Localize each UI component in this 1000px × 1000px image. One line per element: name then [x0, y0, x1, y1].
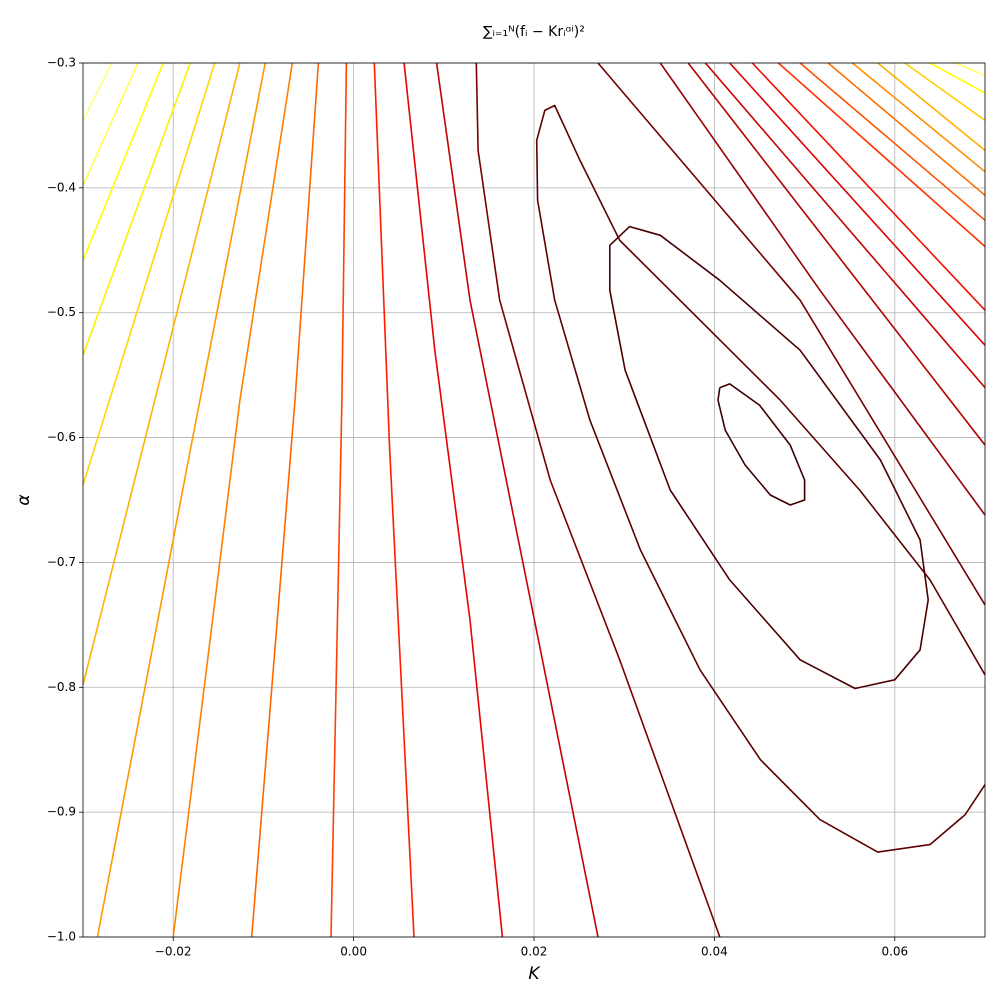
x-axis-label: K — [528, 964, 541, 984]
contour-line — [83, 63, 192, 356]
contour-line — [751, 63, 985, 311]
contour-line — [83, 63, 216, 486]
contour-line — [877, 63, 985, 152]
chart-title: ∑ᵢ₌₁ᴺ(fᵢ − Krᵢᵅⁱ)² — [483, 24, 585, 40]
y-tick-label: −0.3 — [47, 56, 76, 70]
contour-line — [777, 63, 985, 248]
contour-line — [597, 63, 985, 606]
y-axis-label: α — [14, 494, 34, 505]
contour-line — [373, 63, 415, 937]
x-tick-label: 0.06 — [881, 945, 908, 959]
contour-line — [851, 63, 985, 173]
y-tick-label: −0.6 — [47, 430, 76, 444]
contour-line — [929, 63, 985, 94]
y-tick-label: −0.9 — [47, 805, 76, 819]
y-tick-label: −0.5 — [47, 305, 76, 319]
y-tick-label: −0.7 — [47, 555, 76, 569]
contour-line — [83, 63, 113, 121]
contour-line — [435, 63, 599, 937]
contour-line — [83, 63, 165, 261]
contour-line — [717, 383, 806, 506]
x-tick-label: −0.02 — [155, 945, 192, 959]
contour-line — [535, 104, 985, 853]
contour-line — [83, 63, 139, 186]
x-tick-label: 0.04 — [701, 945, 728, 959]
contours — [83, 63, 985, 937]
contour-line — [904, 63, 985, 122]
contour-line — [687, 63, 985, 446]
contour-line — [704, 63, 985, 389]
contour-line — [609, 225, 929, 690]
x-tick-label: 0.02 — [521, 945, 548, 959]
contour-line — [250, 63, 320, 937]
y-tick-label: −0.8 — [47, 680, 76, 694]
contour-line — [403, 63, 504, 937]
y-tick-label: −0.4 — [47, 180, 76, 194]
contour-line — [827, 63, 985, 196]
contour-line — [96, 63, 266, 937]
contour-line — [83, 63, 241, 685]
contour-line — [172, 63, 294, 937]
y-tick-label: −1.0 — [47, 930, 76, 944]
contour-line — [659, 63, 985, 516]
x-tick-label: 0.00 — [340, 945, 367, 959]
contour-line — [729, 63, 985, 346]
contour-line — [475, 63, 721, 937]
contour-line — [330, 63, 348, 937]
contour-line — [799, 63, 985, 221]
contour-line — [954, 63, 985, 77]
